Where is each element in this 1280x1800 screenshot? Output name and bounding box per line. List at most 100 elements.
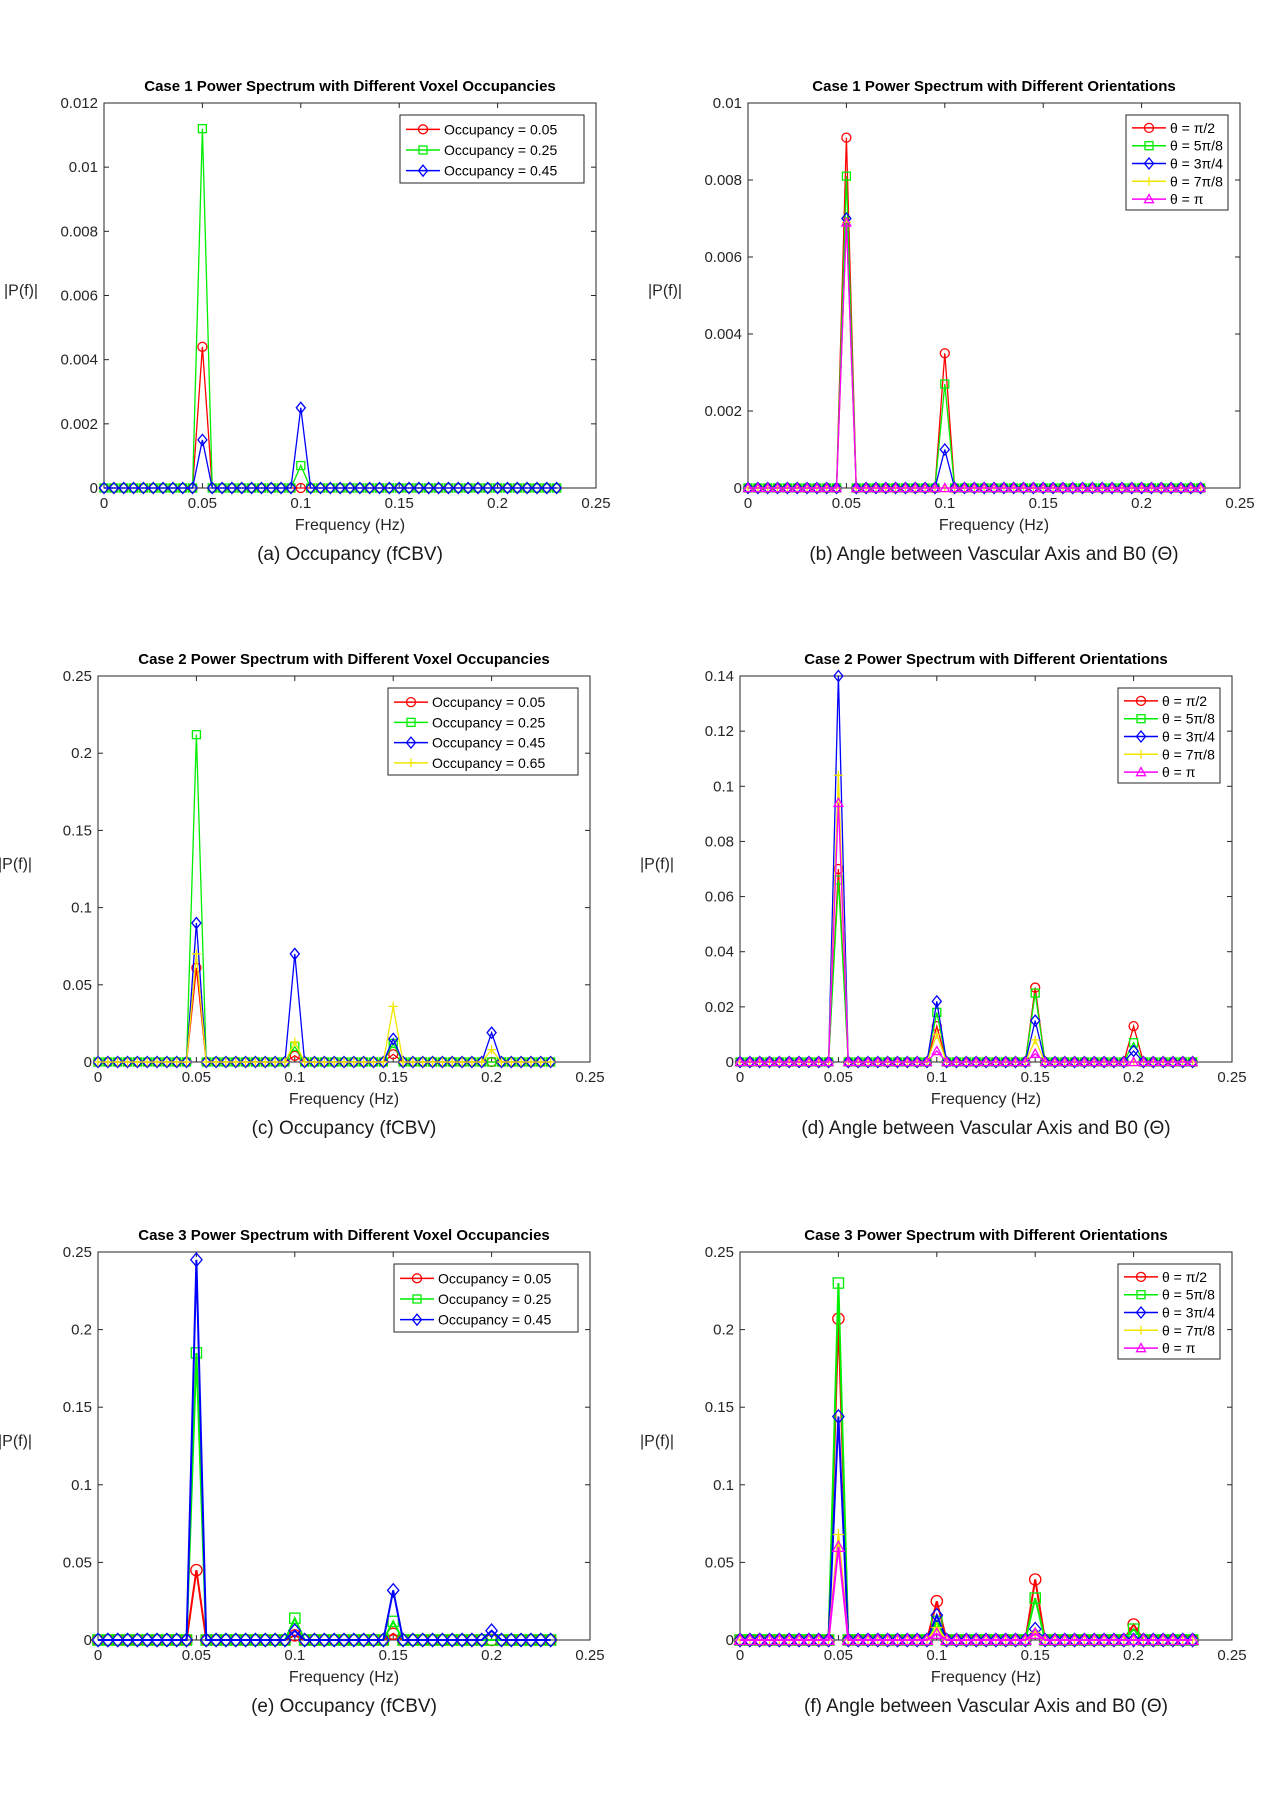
data-point-marker	[1128, 1021, 1139, 1032]
data-point-marker	[189, 1252, 203, 1268]
data-point-marker	[1147, 1056, 1159, 1067]
data-point-marker	[279, 1055, 291, 1069]
data-point-marker	[1117, 1632, 1131, 1648]
data-point-marker	[376, 1632, 390, 1648]
data-point-marker	[919, 481, 931, 495]
data-point-marker	[889, 482, 902, 493]
legend-entry: Occupancy = 0.25	[432, 714, 545, 730]
data-point-marker	[250, 1055, 261, 1069]
data-point-marker	[969, 1632, 983, 1648]
data-point-marker	[344, 481, 356, 495]
data-point-marker	[140, 1632, 154, 1648]
data-point-marker	[531, 481, 543, 495]
data-point-marker	[197, 433, 208, 447]
data-point-marker	[939, 482, 951, 493]
data-point-marker	[960, 1055, 972, 1069]
y-tick-label: 0.2	[71, 745, 92, 762]
data-point-marker	[1143, 156, 1155, 171]
data-point-marker	[167, 481, 179, 495]
data-point-marker	[447, 1057, 457, 1067]
data-point-marker	[1029, 1014, 1041, 1028]
data-point-marker	[374, 481, 385, 495]
y-tick-label: 0.006	[60, 288, 98, 305]
data-point-marker	[1096, 481, 1108, 495]
data-point-marker	[219, 1632, 233, 1648]
data-point-marker	[1008, 481, 1020, 495]
data-point-marker	[1195, 482, 1207, 493]
series-3	[93, 949, 556, 1067]
data-point-marker	[950, 1056, 963, 1067]
data-point-marker	[762, 481, 774, 495]
y-tick-label: 0.06	[705, 889, 734, 906]
x-tick-label: 0.1	[284, 1647, 305, 1664]
data-point-marker	[910, 1633, 924, 1646]
data-point-marker	[151, 1055, 163, 1069]
panel-caption: (e) Occupancy (fCBV)	[251, 1696, 437, 1717]
data-point-marker	[909, 481, 921, 495]
data-point-marker	[860, 481, 872, 495]
data-point-marker	[327, 1632, 341, 1648]
data-point-marker	[403, 481, 415, 495]
data-point-marker	[1155, 481, 1167, 495]
data-point-marker	[180, 1632, 194, 1648]
legend-entry: θ = π	[1170, 191, 1204, 207]
data-point-marker	[256, 481, 267, 495]
data-point-marker	[280, 1057, 290, 1067]
data-point-marker	[900, 1633, 915, 1646]
data-point-marker	[860, 482, 872, 493]
legend-entry: θ = 5π/8	[1170, 138, 1223, 154]
data-point-marker	[772, 1633, 787, 1646]
data-point-marker	[939, 1633, 954, 1646]
data-point-marker	[852, 1055, 864, 1069]
data-point-marker	[384, 481, 395, 495]
data-point-marker	[1078, 1056, 1091, 1067]
data-point-marker	[753, 1632, 767, 1648]
data-point-marker	[742, 481, 754, 495]
data-point-marker	[494, 1632, 508, 1648]
data-point-marker	[378, 1057, 388, 1067]
data-point-marker	[338, 1055, 350, 1069]
data-point-marker	[1165, 481, 1177, 495]
data-point-marker	[446, 1055, 458, 1069]
data-point-marker	[92, 1055, 104, 1069]
y-tick-label: 0.01	[713, 95, 742, 112]
data-point-marker	[113, 1057, 123, 1067]
data-point-marker	[851, 1632, 865, 1648]
data-point-marker	[412, 1294, 422, 1304]
data-point-marker	[930, 1594, 944, 1608]
data-point-marker	[1147, 1055, 1159, 1069]
data-point-marker	[240, 1055, 251, 1069]
data-point-marker	[941, 1056, 953, 1067]
y-axis-label: |P(f)|	[648, 283, 682, 300]
data-point-marker	[229, 1632, 243, 1648]
data-point-marker	[496, 1055, 507, 1069]
data-point-marker	[792, 1632, 806, 1648]
data-point-marker	[1069, 1055, 1080, 1069]
data-point-marker	[832, 796, 845, 808]
data-point-marker	[482, 481, 494, 495]
data-point-marker	[1146, 1633, 1161, 1646]
data-point-marker	[535, 1055, 547, 1069]
data-point-marker	[1106, 481, 1118, 495]
data-point-marker	[397, 1055, 409, 1069]
data-point-marker	[823, 1055, 834, 1069]
x-tick-label: 0.25	[581, 495, 610, 512]
data-point-marker	[299, 1055, 310, 1069]
data-point-marker	[93, 1057, 103, 1067]
data-point-marker	[909, 482, 921, 493]
chart-title: Case 1 Power Spectrum with Different Ori…	[812, 78, 1175, 95]
data-point-marker	[456, 1055, 468, 1069]
x-tick-label: 0.25	[575, 1647, 604, 1664]
data-point-marker	[445, 1632, 459, 1648]
data-point-marker	[101, 1632, 115, 1648]
data-point-marker	[733, 1632, 747, 1648]
data-point-marker	[811, 481, 823, 495]
data-point-marker	[929, 481, 941, 495]
data-point-marker	[1097, 1633, 1111, 1646]
data-point-marker	[742, 482, 754, 493]
data-point-marker	[822, 1056, 835, 1067]
data-point-marker	[298, 1632, 312, 1648]
data-point-marker	[1136, 1633, 1151, 1646]
data-point-marker	[1195, 481, 1206, 495]
